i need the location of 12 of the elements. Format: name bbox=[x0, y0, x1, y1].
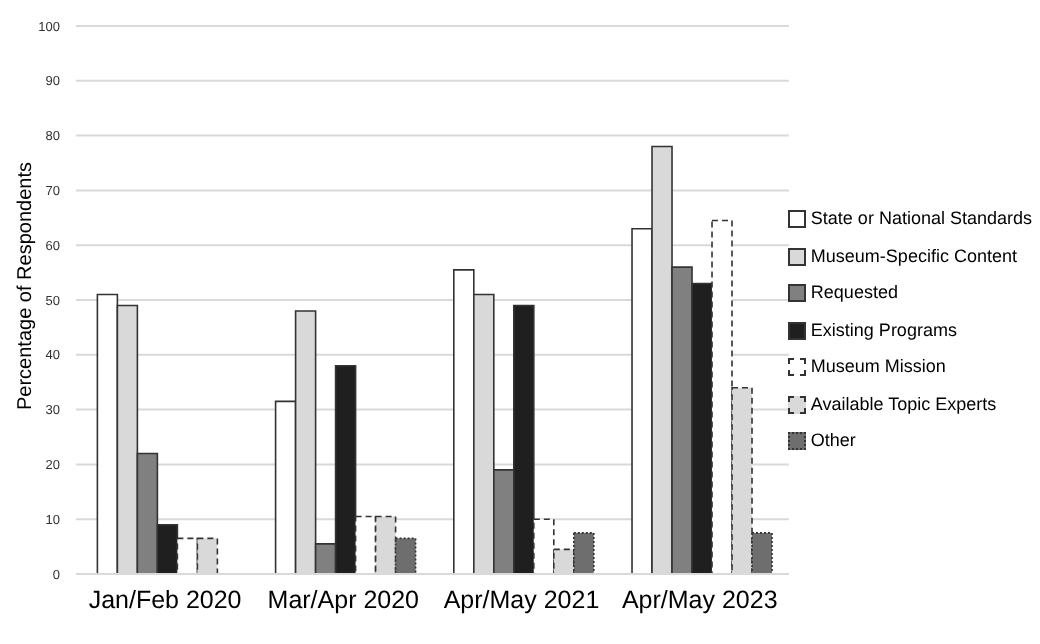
legend-label: Available Topic Experts bbox=[810, 391, 997, 418]
legend-label: State or National Standards bbox=[810, 206, 1032, 233]
x-tick-label: Jan/Feb 2020 bbox=[88, 585, 242, 614]
x-tick-label: Apr/May 2023 bbox=[621, 585, 778, 614]
legend-label: Museum Mission bbox=[810, 354, 946, 381]
legend-label: Existing Programs bbox=[810, 317, 957, 344]
y-axis-title: Percentage of Respondents bbox=[15, 162, 38, 410]
legend-label: Other bbox=[810, 428, 856, 455]
legend-label: Requested bbox=[810, 280, 898, 307]
x-tick-label: Apr/May 2021 bbox=[443, 585, 600, 614]
legend-label: Museum-Specific Content bbox=[810, 243, 1017, 270]
x-tick-label: Mar/Apr 2020 bbox=[267, 585, 420, 614]
